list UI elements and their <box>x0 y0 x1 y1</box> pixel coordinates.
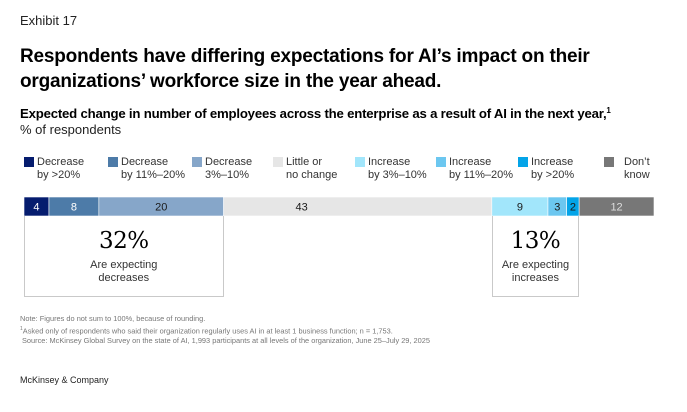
data-label-3: 43 <box>295 202 307 214</box>
legend-swatch <box>604 157 614 167</box>
data-label-0: 4 <box>33 202 39 214</box>
footnote-text: Asked only of respondents who said their… <box>22 326 393 336</box>
callout-value: 13% <box>510 228 561 254</box>
data-label-7: 12 <box>610 202 622 214</box>
legend-swatch <box>355 157 365 167</box>
bar-segment-3 <box>223 196 493 217</box>
legend-label: Decrease by 11%–20% <box>121 156 186 181</box>
data-label-4: 9 <box>517 202 523 214</box>
notes: Note: Figures do not sum to 100%, becaus… <box>20 314 430 346</box>
legend-label: Increase by 11%–20% <box>449 156 514 181</box>
brand-logo-text: McKinsey & Company <box>20 375 109 385</box>
legend-swatch <box>108 157 118 167</box>
callout-value: 32% <box>98 228 149 254</box>
subtitle-text: Expected change in number of employees a… <box>20 106 607 121</box>
footnote: 1Asked only of respondents who said thei… <box>20 324 430 336</box>
chart-subtitle: Expected change in number of employees a… <box>20 106 611 121</box>
units-label: % of respondents <box>20 122 122 137</box>
subtitle-footnote-marker: 1 <box>606 106 611 115</box>
legend-label: Increase by 3%–10% <box>368 156 427 181</box>
callout-box-1: 13% Are expecting increases <box>491 216 580 297</box>
legend-label: Little or no change <box>286 156 338 181</box>
legend-swatch <box>273 157 283 167</box>
legend-swatch <box>436 157 446 167</box>
callout-box-0: 32% Are expecting decreases <box>24 216 224 297</box>
legend-label: Decrease by >20% <box>37 156 85 181</box>
footnote-marker: 1 <box>20 326 23 332</box>
callout-text: Are expecting decreases <box>90 259 158 284</box>
data-label-1: 8 <box>71 202 77 214</box>
legend-swatch <box>192 157 202 167</box>
legend-swatch <box>518 157 528 167</box>
legend-label: Increase by >20% <box>531 156 575 181</box>
data-label-2: 20 <box>155 202 167 214</box>
source-note: Source: McKinsey Global Survey on the st… <box>22 336 430 346</box>
legend-label: Decrease 3%–10% <box>205 156 253 181</box>
chart-title: Respondents have differing expectations … <box>20 46 590 92</box>
rounding-note: Note: Figures do not sum to 100%, becaus… <box>20 314 206 323</box>
legend-swatch <box>24 157 34 167</box>
data-label-6: 2 <box>570 202 576 214</box>
bar-segment-7 <box>578 196 655 217</box>
exhibit-label: Exhibit 17 <box>20 13 78 28</box>
callout-text: Are expecting increases <box>501 259 570 284</box>
legend-label: Don’t know <box>624 156 650 181</box>
data-label-5: 3 <box>554 202 560 214</box>
